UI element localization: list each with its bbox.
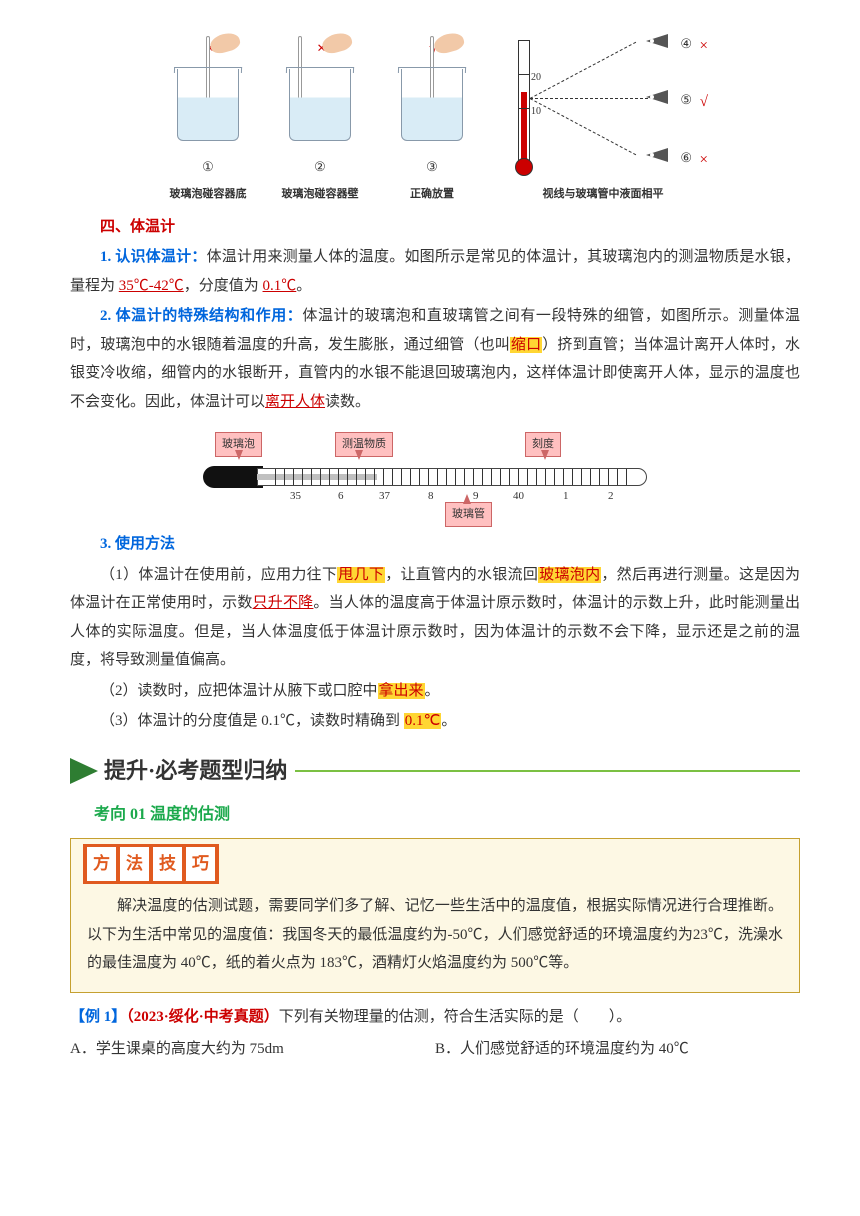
banner-section: 提升·必考题型归纳 <box>70 750 800 792</box>
ul-leave-body: 离开人体 <box>265 394 325 410</box>
section-4-title: 四、体温计 <box>70 213 800 242</box>
hl-suokou: 缩口 <box>510 337 542 353</box>
para-structure: 2. 体温计的特殊结构和作用：体温计的玻璃泡和直玻璃管之间有一段特殊的细管，如图… <box>70 302 800 416</box>
triangle-icon <box>70 758 98 784</box>
lead-1: 1. 认识体温计： <box>100 249 207 265</box>
caption-2: 玻璃泡碰容器壁 <box>282 184 359 205</box>
divider-line <box>295 770 800 772</box>
para-recognize: 1. 认识体温计：体温计用来测量人体的温度。如图所示是常见的体温计，其玻璃泡内的… <box>70 243 800 300</box>
beaker-3: √ ③ 正确放置 <box>386 36 478 205</box>
method-header: 方 法 技 巧 <box>83 844 219 884</box>
eye-icon <box>644 32 670 61</box>
label-num-6: ⑥ <box>680 146 692 171</box>
cross-icon: × <box>700 146 708 175</box>
division-text: 0.1℃ <box>263 278 297 294</box>
label-num-3: ③ <box>426 155 438 180</box>
label-substance: 测温物质 <box>335 432 393 457</box>
exam-direction-title: 考向 01 温度的估测 <box>70 800 800 830</box>
example-1-stem: 【例 1】（2023·绥化·中考真题）下列有关物理量的估测，符合生活实际的是（ … <box>70 1003 800 1032</box>
usage-2: （2）读数时，应把体温计从腋下或口腔中拿出来。 <box>70 677 800 706</box>
reading-caption: 视线与玻璃管中液面相平 <box>543 184 664 205</box>
label-tube: 玻璃管 <box>445 502 492 527</box>
range-text: 35℃-42℃ <box>119 278 184 294</box>
clinical-thermometer-figure: 玻璃泡 测温物质 刻度 35 6 37 8 9 40 1 2 玻璃管 <box>70 428 800 518</box>
caption-1: 玻璃泡碰容器底 <box>170 184 247 205</box>
caption-3: 正确放置 <box>410 184 454 205</box>
figure-thermometer-usage: × ① 玻璃泡碰容器底 × ② 玻璃泡碰容器壁 √ ③ 正确放置 <box>70 30 800 205</box>
beaker-2: × ② 玻璃泡碰容器壁 <box>274 36 366 205</box>
usage-3: （3）体温计的分度值是 0.1℃，读数时精确到 0.1℃。 <box>70 707 800 736</box>
cross-icon: × <box>700 32 708 61</box>
eye-icon <box>644 146 670 175</box>
lead-3: 3. 使用方法 <box>70 530 800 559</box>
banner-text: 提升·必考题型归纳 <box>104 750 287 792</box>
label-num-4: ④ <box>680 32 692 57</box>
check-icon: √ <box>700 88 708 117</box>
example-options: A．学生课桌的高度大约为 75dm B．人们感觉舒适的环境温度约为 40℃ <box>70 1035 800 1064</box>
tick-10: 10 <box>531 102 541 121</box>
option-b: B．人们感觉舒适的环境温度约为 40℃ <box>435 1035 800 1064</box>
beaker-1: × ① 玻璃泡碰容器底 <box>162 36 254 205</box>
label-num-5: ⑤ <box>680 88 692 113</box>
usage-1: （1）体温计在使用前，应用力往下甩几下，让直管内的水银流回玻璃泡内，然后再进行测… <box>70 561 800 675</box>
reading-figure: 20 10 ④ × ⑤ √ ⑥ × 视线与玻璃管中液面相平 <box>498 30 708 205</box>
method-text: 解决温度的估测试题，需要同学们多了解、记忆一些生活中的温度值，根据实际情况进行合… <box>87 892 783 978</box>
label-num-1: ① <box>202 155 214 180</box>
tick-20: 20 <box>531 68 541 87</box>
eye-icon <box>644 88 670 117</box>
lead-2: 2. 体温计的特殊结构和作用： <box>100 308 302 324</box>
method-tips-box: 方 法 技 巧 解决温度的估测试题，需要同学们多了解、记忆一些生活中的温度值，根… <box>70 838 800 993</box>
option-a: A．学生课桌的高度大约为 75dm <box>70 1035 435 1064</box>
label-num-2: ② <box>314 155 326 180</box>
